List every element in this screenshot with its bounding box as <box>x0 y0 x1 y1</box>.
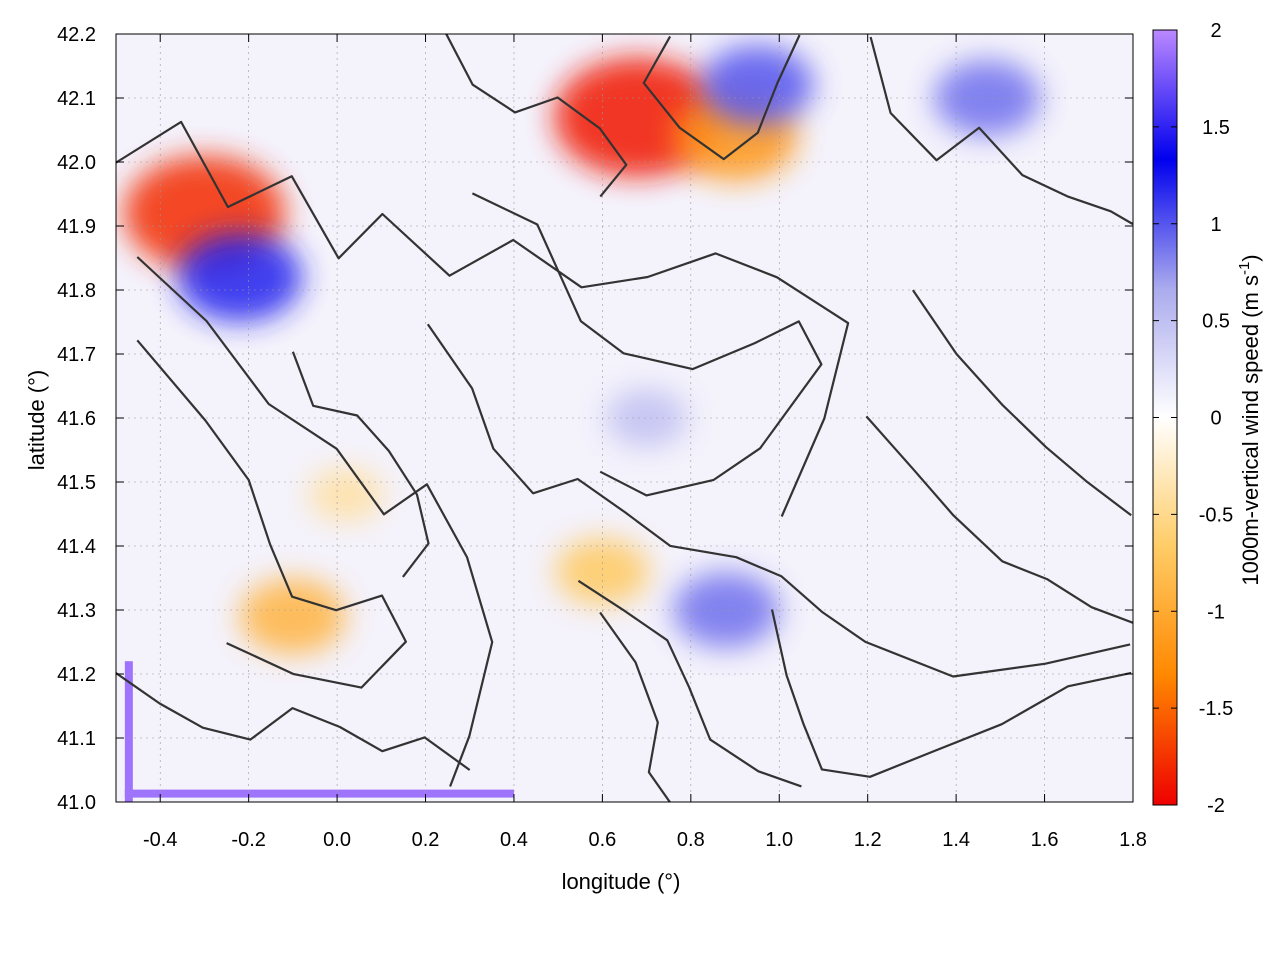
plot-area <box>116 34 1133 802</box>
y-tick-label: 42.0 <box>57 152 96 174</box>
field-feature <box>673 572 780 648</box>
colorbar-tick-label: -1.5 <box>1199 698 1233 720</box>
y-tick-label: 41.4 <box>57 536 96 558</box>
x-tick-label: 1.6 <box>1031 829 1059 851</box>
contour-line <box>445 34 628 198</box>
x-tick-label: 1.4 <box>942 829 970 851</box>
field-feature <box>555 538 650 605</box>
contour-line <box>869 36 1133 225</box>
contour-line <box>577 579 802 788</box>
contour-line <box>116 671 471 771</box>
y-tick-label: 41.5 <box>57 472 96 494</box>
contour-line <box>471 192 823 497</box>
contour-line <box>291 351 430 578</box>
contour-line <box>136 256 494 787</box>
x-tick-label: 1.0 <box>765 829 793 851</box>
x-tick-label: -0.4 <box>143 829 177 851</box>
field-feature <box>239 578 346 655</box>
y-tick-label: 41.3 <box>57 600 96 622</box>
colorbar-tick-label: 0.5 <box>1202 311 1230 333</box>
edge-band-bottom <box>124 789 514 798</box>
field-feature <box>701 45 814 126</box>
y-tick-label: 42.2 <box>57 24 96 46</box>
y-tick-label: 41.2 <box>57 664 96 686</box>
colorbar-tick-label: 0 <box>1210 408 1221 430</box>
field-feature <box>308 468 384 522</box>
contour-lines <box>116 34 1133 802</box>
colorbar-tick-label: 1 <box>1210 214 1221 236</box>
x-axis-label: longitude (°) <box>562 869 681 894</box>
colorbar-label: 1000m-vertical wind speed (m s-1) <box>1236 254 1263 585</box>
contour-line <box>911 289 1132 517</box>
x-tick-label: 0.4 <box>500 829 528 851</box>
y-tick-label: 41.8 <box>57 280 96 302</box>
x-tick-label: 0.8 <box>677 829 705 851</box>
colorbar-tick-label: -2 <box>1207 795 1225 817</box>
y-tick-label: 42.1 <box>57 88 96 110</box>
y-tick-label: 41.7 <box>57 344 96 366</box>
colorbar-tick-label: -1 <box>1207 601 1225 623</box>
contour-line <box>116 120 850 517</box>
edge-band-left <box>124 661 133 802</box>
contour-line <box>770 609 1132 778</box>
field-feature <box>606 389 688 447</box>
y-tick-label: 41.6 <box>57 408 96 430</box>
contour-line <box>865 415 1133 624</box>
x-tick-label: 1.8 <box>1119 829 1147 851</box>
colorbar-tick-label: 1.5 <box>1202 117 1230 139</box>
contour-line <box>599 611 672 802</box>
x-tick-label: 0.0 <box>323 829 351 851</box>
y-axis-label: latitude (°) <box>24 370 49 471</box>
contour-line <box>136 339 407 689</box>
contour-line <box>642 34 801 161</box>
y-tick-label: 41.9 <box>57 216 96 238</box>
x-tick-label: -0.2 <box>231 829 265 851</box>
y-tick-label: 41.1 <box>57 728 96 750</box>
colorbar-tick-label: -0.5 <box>1199 504 1233 526</box>
colorbar-tick-label: 2 <box>1210 20 1221 42</box>
field-feature <box>177 232 302 322</box>
x-tick-label: 0.2 <box>412 829 440 851</box>
y-tick-label: 41.0 <box>57 792 96 814</box>
contour-line <box>426 323 1131 678</box>
colorbar: 2 1.5 1 0.5 0 -0.5 -1 -1.5 -2 1000m-vertical win… <box>1152 20 1263 817</box>
x-tick-label: 1.2 <box>854 829 882 851</box>
x-tick-label: 0.6 <box>588 829 616 851</box>
